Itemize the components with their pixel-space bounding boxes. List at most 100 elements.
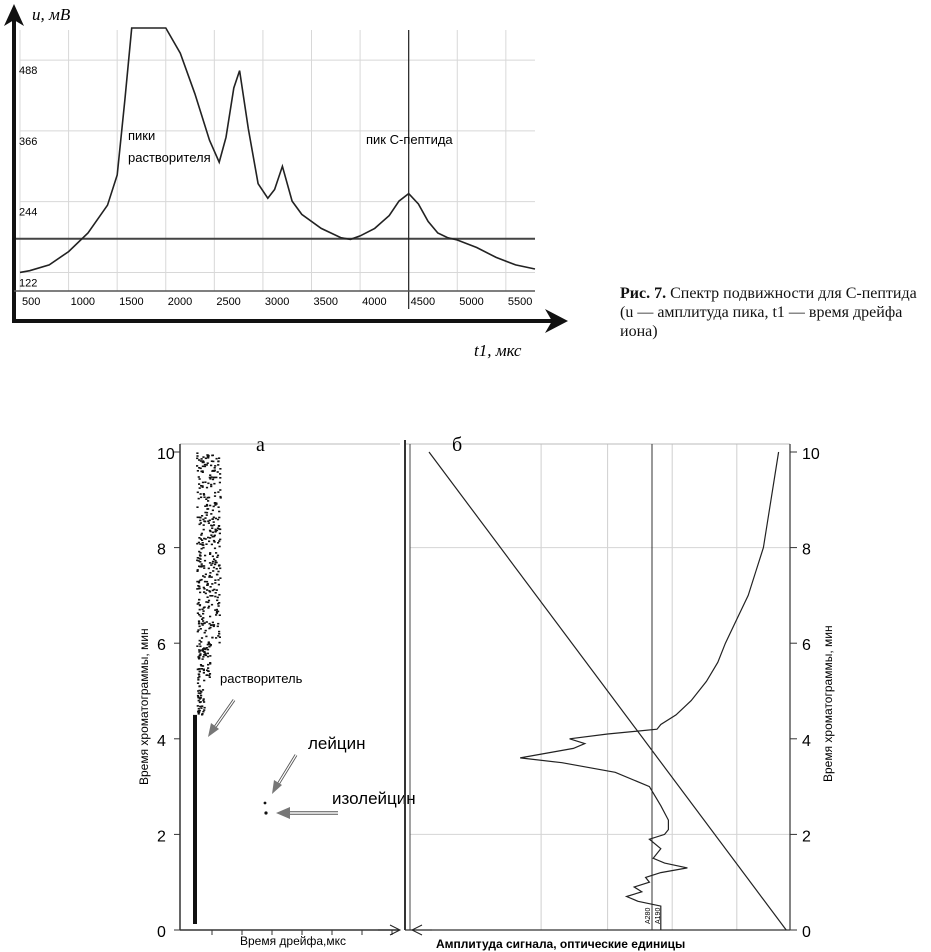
scatter-point: [207, 670, 210, 673]
scatter-point: [211, 621, 214, 624]
scatter-point: [202, 672, 205, 674]
scatter-point: [218, 457, 221, 459]
panel-b-y-tick-label: 2: [802, 828, 811, 845]
top-spectrum-line: [19, 27, 536, 274]
scatter-point: [201, 539, 204, 541]
scatter-point: [209, 572, 212, 574]
top-y-axis-arrow: [4, 4, 24, 26]
scatter-point: [208, 676, 211, 678]
scatter-point: [215, 612, 218, 614]
top-x-tick-label: 500: [22, 296, 40, 308]
scatter-point: [197, 679, 200, 681]
panel-b-y-ticks: 0 2 4 6 8 10: [790, 446, 820, 941]
scatter-point: [196, 465, 199, 467]
scatter-point: [201, 689, 205, 691]
panel-a-y-ticks: 0 2 4 6 8 10: [157, 446, 180, 941]
scatter-point: [196, 569, 199, 571]
scatter-point: [199, 555, 202, 557]
scatter-point: [219, 489, 222, 491]
top-x-tick-label: 4500: [411, 296, 435, 308]
solvent-band-bar: [193, 714, 197, 924]
scatter-point: [216, 471, 219, 473]
scatter-point: [201, 461, 204, 464]
scatter-point: [196, 470, 199, 472]
scatter-point: [198, 523, 201, 526]
cpeptide-peak-label: пик С-пептида: [366, 132, 453, 147]
scatter-point: [196, 557, 199, 559]
scatter-point: [209, 552, 212, 554]
scatter-point: [206, 589, 209, 591]
scatter-point: [199, 591, 202, 594]
scatter-point: [205, 543, 208, 545]
bottom-chromatogram-figure: 0 2 4 6 8 10 а растворитель: [137, 434, 835, 951]
scatter-point: [197, 699, 200, 702]
scatter-point: [204, 554, 207, 557]
scatter-point: [197, 711, 200, 713]
scatter-point: [199, 701, 202, 703]
scatter-point: [199, 519, 202, 522]
top-mobility-spectrum: 500 1000 1500 2000 2500 3000 3500 4000 4500 5000 5…: [4, 4, 568, 360]
scatter-point: [215, 476, 218, 479]
scatter-point: [199, 516, 202, 519]
scatter-point: [213, 558, 216, 560]
scatter-point: [198, 668, 201, 670]
scatter-point: [198, 643, 201, 645]
scatter-point: [202, 668, 205, 671]
scatter-point: [196, 645, 199, 647]
top-x-axis-arrow: [545, 309, 568, 333]
scatter-point: [214, 582, 217, 584]
scatter-point: [199, 561, 202, 563]
scatter-point: [212, 460, 215, 463]
scatter-point: [206, 655, 210, 658]
top-x-tick-label: 4000: [362, 296, 386, 308]
scatter-point: [207, 599, 211, 602]
scatter-point: [209, 504, 212, 507]
scatter-point: [200, 641, 203, 643]
scatter-point: [197, 707, 200, 710]
scatter-point: [211, 531, 214, 534]
scatter-point: [204, 648, 207, 651]
panel-b-grid: [410, 444, 790, 930]
scatter-point: [199, 552, 202, 554]
scatter-point: [219, 538, 222, 541]
scatter-point: [217, 570, 220, 573]
scatter-point: [203, 576, 206, 578]
top-x-tick-label: 2500: [216, 296, 240, 308]
scatter-point: [211, 595, 214, 597]
scatter-point: [216, 527, 220, 529]
scatter-point: [205, 580, 209, 583]
scatter-point: [217, 579, 220, 581]
scatter-point: [200, 565, 203, 567]
scatter-point: [196, 630, 199, 633]
scatter-point: [202, 546, 205, 549]
scatter-point: [202, 524, 205, 526]
scatter-point: [208, 673, 212, 675]
solvent-label: растворитель: [220, 671, 303, 686]
scatter-point: [199, 649, 202, 652]
scatter-point: [203, 494, 206, 496]
scatter-point: [202, 460, 205, 462]
scatter-point: [219, 477, 222, 479]
scatter-point: [211, 562, 214, 565]
scatter-point: [211, 527, 214, 529]
scatter-point: [216, 556, 219, 558]
scatter-point: [198, 478, 201, 480]
scatter-point: [215, 568, 218, 570]
scatter-point: [210, 483, 213, 486]
scatter-point: [204, 592, 207, 595]
scatter-point: [196, 457, 199, 460]
panel-b: 0 2 4 6 8 10 A280 A190 б Амплитуда сигнала, о…: [378, 434, 835, 951]
scatter-point: [199, 692, 202, 695]
scatter-point: [206, 505, 209, 507]
drift-time-scatter: [196, 452, 222, 716]
scatter-point: [199, 654, 202, 656]
scatter-point: [207, 601, 210, 604]
scatter-point: [205, 621, 208, 623]
scatter-point: [198, 639, 201, 642]
scatter-point: [209, 663, 212, 665]
scatter-point: [211, 509, 214, 512]
scatter-point: [196, 506, 199, 508]
scatter-point: [203, 606, 206, 608]
scatter-point: [204, 457, 207, 460]
